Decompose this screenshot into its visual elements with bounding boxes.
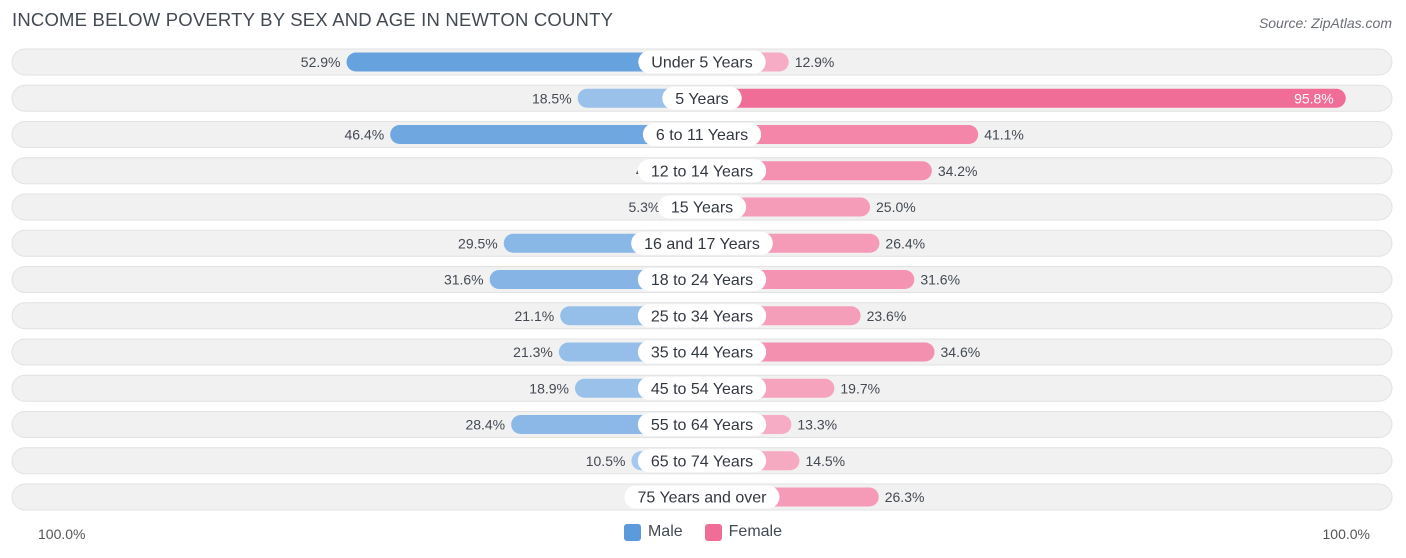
category-label: 6 to 11 Years (656, 127, 748, 144)
chart-row-5: 29.5% 26.4% 16 and 17 Years (11, 229, 1393, 257)
chart-row-7: 21.1% 23.6% 25 to 34 Years (11, 302, 1393, 330)
category-label: 25 to 34 Years (651, 308, 753, 325)
category-pill (637, 304, 767, 328)
data-label-male: 31.6% (444, 272, 484, 288)
category-label: Under 5 Years (651, 55, 752, 72)
category-label: 45 to 54 Years (651, 381, 753, 398)
chart-row-12: 5.2%26.3%75 Years and over (11, 483, 1393, 511)
category-pill (637, 268, 767, 291)
category-label: 16 and 17 Years (644, 236, 760, 253)
chart-row-2: 46.4% 41.1% 6 to 11 Years (11, 121, 1393, 148)
category-label: 5 Years (675, 91, 728, 108)
data-label-female: 13.3% (797, 417, 837, 433)
chart-title: INCOME BELOW POVERTY BY SEX AND AGE IN N… (12, 9, 614, 30)
data-label-female: 26.4% (885, 235, 925, 251)
category-label: 12 to 14 Years (651, 163, 753, 180)
bar-female (702, 88, 1346, 108)
chart-row-11: 10.5% 14.5% 65 to 74 Years (11, 447, 1393, 475)
data-label-male: 18.9% (529, 380, 569, 396)
axis-right-label: 100.0% (1322, 526, 1370, 542)
data-label-male: 18.5% (532, 90, 572, 106)
data-label-male: 5.3% (628, 199, 660, 215)
category-pill (662, 86, 742, 110)
data-label-male: 21.1% (515, 308, 555, 324)
chart-row-3: 4.2%34.2%12 to 14 Years (11, 157, 1393, 185)
data-label-female: 34.2% (938, 163, 978, 179)
data-label-female: 31.6% (920, 272, 960, 288)
data-label-female: 23.6% (867, 308, 907, 324)
chart-row-9: 18.9% 19.7% 45 to 54 Years (11, 374, 1393, 402)
chart-row-4: 5.3% 25.0% 15 Years (11, 193, 1393, 221)
data-label-male: 28.4% (465, 417, 505, 433)
category-pill (631, 231, 773, 255)
legend-swatch-female (704, 523, 722, 541)
category-pill (637, 449, 767, 473)
legend-swatch-male (623, 523, 641, 541)
bar-female (702, 125, 979, 144)
data-label-male: 52.9% (301, 54, 341, 70)
chart-row-0: 52.9% 12.9% Under 5 Years (11, 48, 1393, 76)
data-label-female: 19.7% (840, 380, 880, 396)
data-label-female: 41.1% (984, 127, 1024, 143)
data-label-female: 14.5% (805, 453, 845, 469)
data-label-male: 21.3% (513, 344, 553, 360)
data-label-female: 95.8% (1294, 90, 1334, 106)
category-pill (642, 123, 762, 146)
chart-row-1: 18.5% 95.8% 5 Years (11, 84, 1393, 112)
category-label: 15 Years (671, 200, 733, 217)
data-label-male: 29.5% (458, 235, 498, 251)
category-label: 75 Years and over (638, 490, 768, 507)
chart-source: Source: ZipAtlas.com (1258, 15, 1392, 31)
bar-male (390, 125, 702, 144)
chart-row-8: 21.3% 34.6% 35 to 44 Years (11, 338, 1393, 366)
category-pill (637, 340, 767, 364)
category-pill (637, 159, 767, 183)
category-pill (624, 485, 780, 509)
chart-row-10: 28.4% 13.3% 55 to 64 Years (11, 411, 1393, 438)
category-pill (637, 376, 767, 400)
legend-label-female: Female (728, 523, 783, 540)
data-label-female: 26.3% (885, 489, 925, 505)
legend-item-female: Female (704, 523, 783, 541)
axis-left-label: 100.0% (38, 526, 86, 542)
chart-row-6: 31.6% 31.6% 18 to 24 Years (11, 266, 1393, 293)
legend: Male Female (0, 523, 1406, 541)
data-label-female: 25.0% (876, 199, 916, 215)
category-pill (638, 50, 766, 74)
category-label: 35 to 44 Years (651, 345, 753, 362)
legend-label-male: Male (647, 523, 683, 540)
data-label-male: 46.4% (344, 127, 384, 143)
category-pill (657, 195, 747, 219)
bar-male (346, 52, 702, 72)
category-label: 65 to 74 Years (651, 453, 753, 470)
data-label-female: 34.6% (941, 344, 981, 360)
legend-item-male: Male (623, 523, 683, 541)
category-label: 18 to 24 Years (651, 272, 753, 289)
category-label: 55 to 64 Years (651, 417, 753, 434)
category-pill (637, 413, 767, 436)
data-label-female: 12.9% (795, 54, 835, 70)
data-label-male: 10.5% (586, 453, 626, 469)
